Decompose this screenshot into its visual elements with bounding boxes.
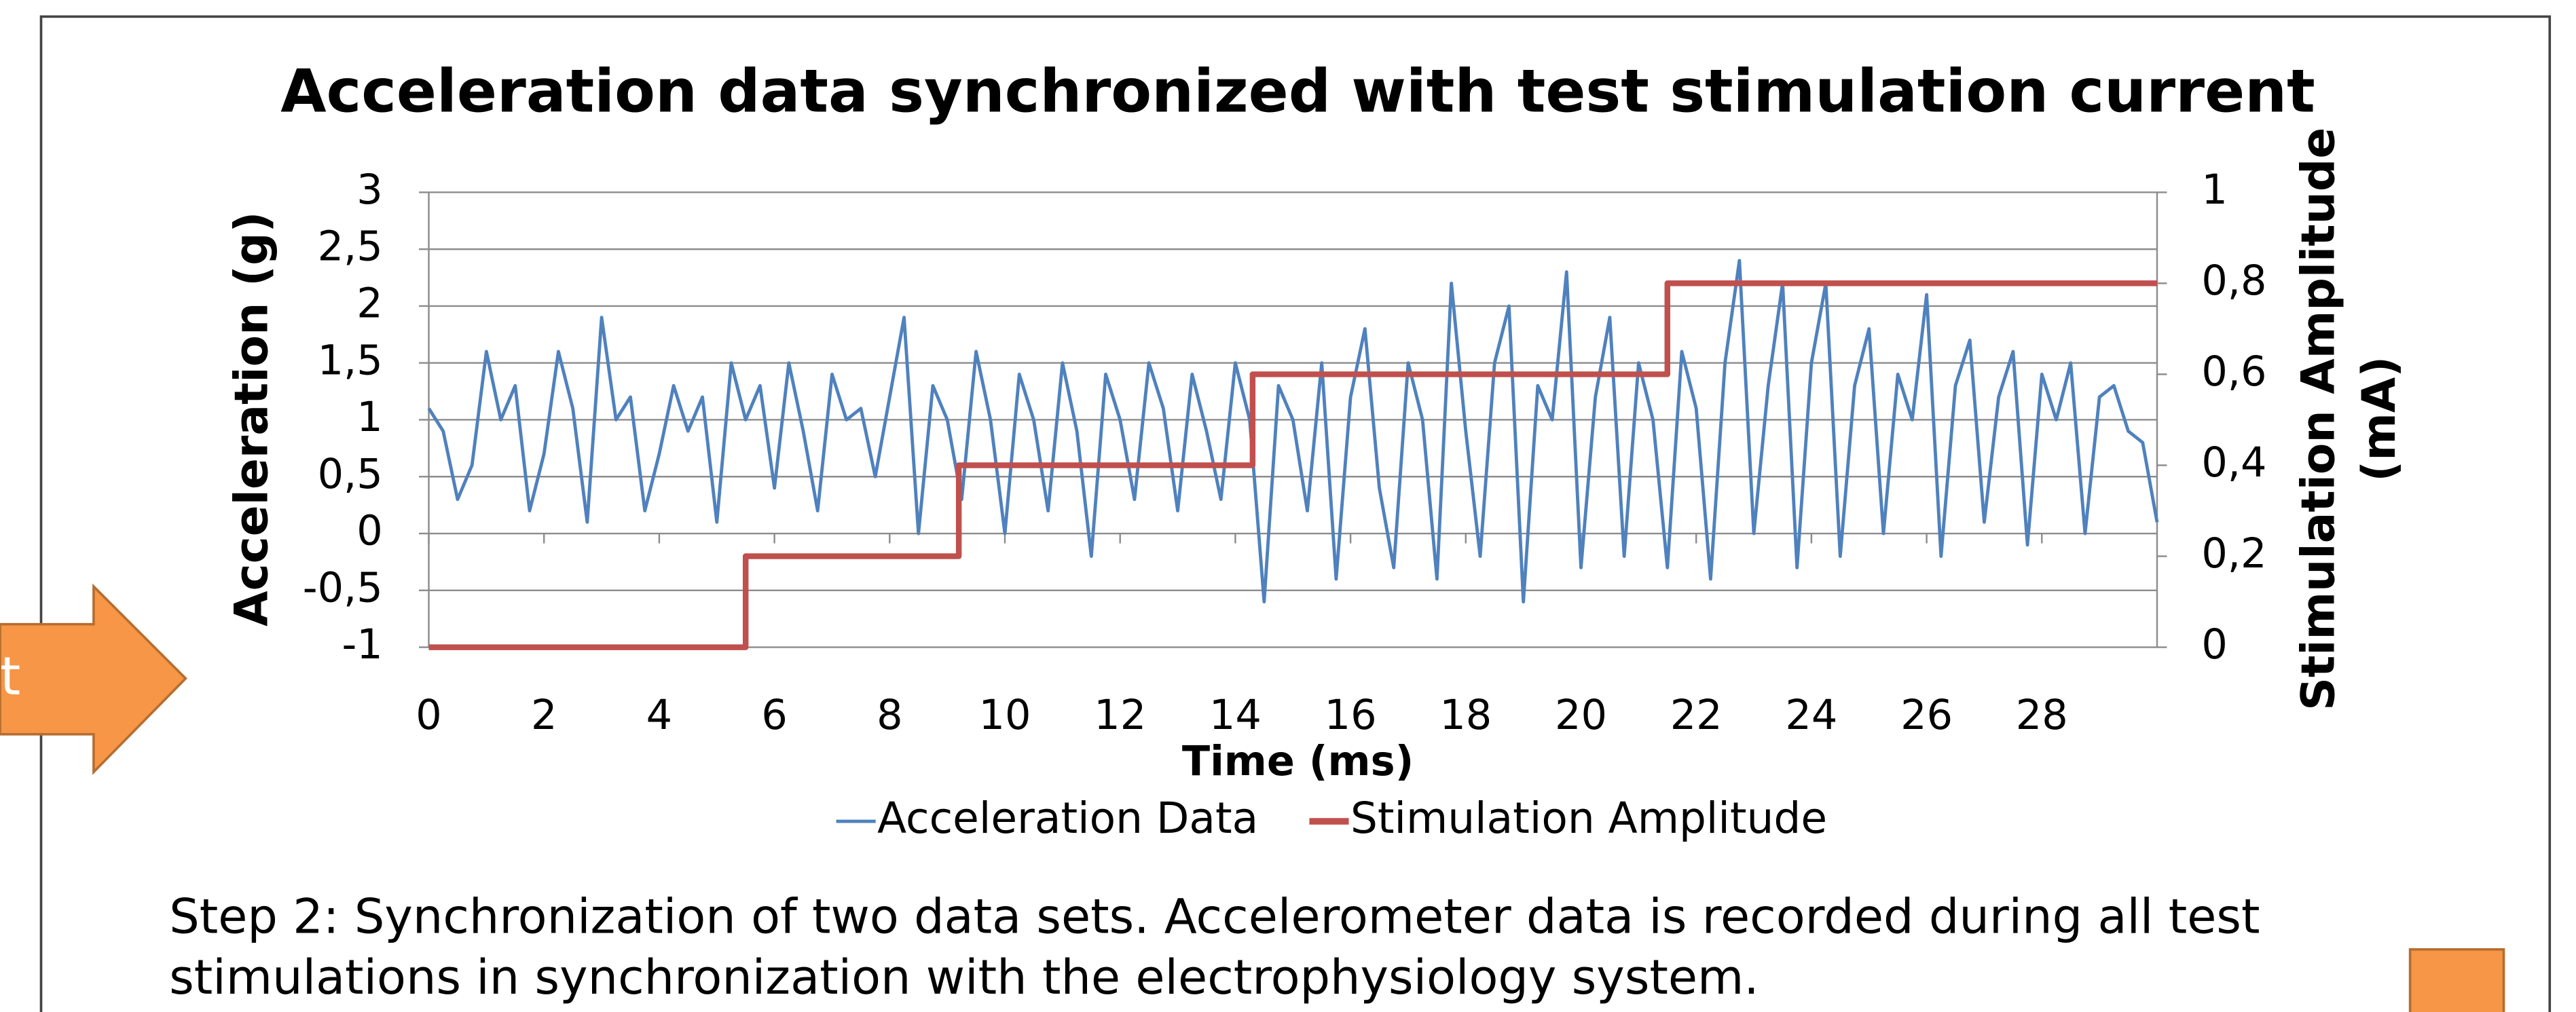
arrow: [0, 583, 187, 775]
legend-label: Stimulation Amplitude: [1350, 793, 1827, 843]
y-tick-label: 2: [356, 280, 382, 328]
y-tick-label: 1: [356, 394, 382, 441]
y-tick-label: -1: [342, 621, 382, 669]
x-tick-label: 24: [1785, 692, 1837, 739]
y-axis-title: Acceleration (g): [225, 212, 278, 626]
y-tick-label: 0,5: [318, 451, 383, 498]
y2-axis-title: Stimulation Amplitude: [2292, 128, 2345, 711]
x-tick-label: 20: [1555, 692, 1607, 739]
x-tick-label: 0: [416, 692, 441, 739]
x-axis-title: Time (ms): [1182, 738, 1414, 785]
x-tick-label: 2: [531, 692, 557, 739]
y-tick-label: 2,5: [318, 223, 383, 271]
x-tick-label: 16: [1325, 692, 1377, 739]
x-tick-label: 8: [877, 692, 902, 739]
y2-tick-label: 0,4: [2201, 439, 2266, 487]
y2-tick-label: 0,8: [2201, 257, 2266, 305]
x-tick-label: 12: [1094, 692, 1146, 739]
y-tick-label: 1,5: [318, 337, 383, 384]
x-tick-label: 26: [1900, 692, 1953, 739]
chart-title: Acceleration data synchronized with test…: [280, 57, 2315, 126]
data-line: [427, 259, 2159, 603]
y2-tick-label: 1: [2201, 166, 2227, 214]
x-tick-label: 14: [1209, 692, 1262, 739]
x-tick-label: 22: [1670, 692, 1723, 739]
legend-label: Acceleration Data: [877, 793, 1258, 843]
y-tick-label: 3: [356, 166, 382, 214]
chart-frame: [39, 15, 2552, 1012]
data-line: [428, 280, 2157, 650]
y-tick-label: 0: [356, 508, 382, 555]
x-tick-label: 28: [2016, 692, 2068, 739]
y2-tick-label: 0,2: [2201, 530, 2266, 578]
x-tick-label: 10: [979, 692, 1031, 739]
y-tick-label: -0,5: [303, 564, 383, 612]
x-tick-label: 18: [1439, 692, 1492, 739]
y2-tick-label: 0: [2201, 621, 2227, 669]
x-tick-label: 4: [646, 692, 672, 739]
caption: Step 2: Synchronization of two data sets…: [169, 888, 2260, 944]
arrow-label: t: [0, 646, 20, 707]
x-tick-label: 6: [761, 692, 787, 739]
y2-axis-title: (mA): [2352, 356, 2406, 482]
orange-box: [2408, 948, 2505, 1012]
caption: stimulations in synchronization with the…: [169, 950, 1759, 1005]
y2-tick-label: 0,6: [2201, 348, 2266, 396]
